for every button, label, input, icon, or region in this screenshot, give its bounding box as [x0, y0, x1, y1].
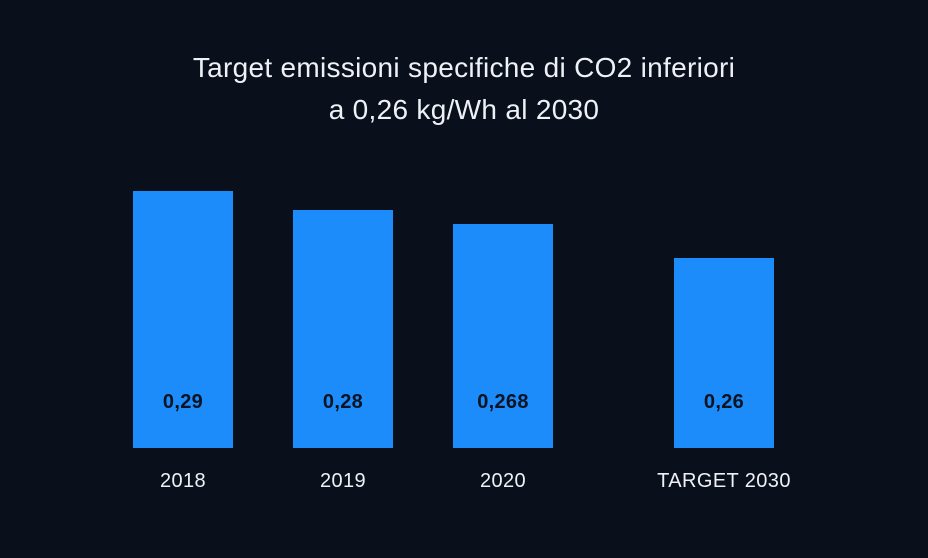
chart-title-line1: Target emissioni specifiche di CO2 infer… [192, 52, 736, 83]
category-label-2018: 2018 [159, 470, 207, 492]
bar-value-label-2019: 0,28 [322, 391, 364, 413]
bar-value-label-target-2030: 0,26 [703, 391, 745, 413]
bar-target-2030: 0,26 [674, 258, 774, 448]
category-label-2020: 2020 [479, 470, 527, 492]
bar-2019: 0,28 [293, 210, 393, 448]
chart-title-line2: a 0,26 kg/Wh al 2030 [328, 94, 600, 125]
chart-title: Target emissioni specifiche di CO2 infer… [0, 47, 928, 131]
bar-2020: 0,268 [453, 224, 553, 448]
category-label-2019: 2019 [319, 470, 367, 492]
category-label-target-2030: TARGET 2030 [657, 470, 791, 492]
bar-2018: 0,29 [133, 191, 233, 448]
bar-value-label-2018: 0,29 [162, 391, 204, 413]
bar-value-label-2020: 0,268 [477, 391, 529, 413]
